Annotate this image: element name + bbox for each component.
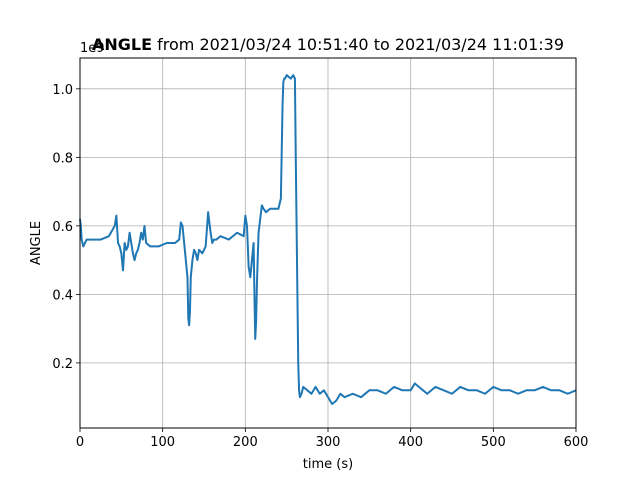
x-tick-label: 600 [564,435,589,450]
y-tick-label: 0.6 [52,220,73,235]
x-tick-label: 0 [76,435,84,450]
series-line-0 [79,74,577,406]
y-tick-label: 0.4 [52,288,73,303]
x-axis-ticks: 0 100 200 300 400 500 600 [76,428,589,450]
chart-title-rest: from 2021/03/24 10:51:40 to 2021/03/24 1… [152,35,564,54]
y-axis-label: ANGLE [29,221,44,265]
y-tick-label: 1.0 [52,83,73,98]
y-offset-label: 1e9 [80,41,105,56]
x-tick-label: 400 [398,435,423,450]
x-tick-label: 100 [150,435,175,450]
x-tick-label: 200 [233,435,258,450]
y-tick-label: 0.8 [52,151,73,166]
x-tick-label: 500 [481,435,506,450]
grid-lines [79,58,577,428]
y-axis-ticks: 0.2 0.4 0.6 0.8 1.0 [52,83,80,372]
x-tick-label: 300 [316,435,341,450]
chart-title-bold: ANGLE [92,35,152,54]
y-tick-label: 0.2 [52,357,73,372]
x-axis-label: time (s) [303,457,353,472]
series-group [79,74,577,406]
chart-title: ANGLE from 2021/03/24 10:51:40 to 2021/0… [92,35,564,54]
